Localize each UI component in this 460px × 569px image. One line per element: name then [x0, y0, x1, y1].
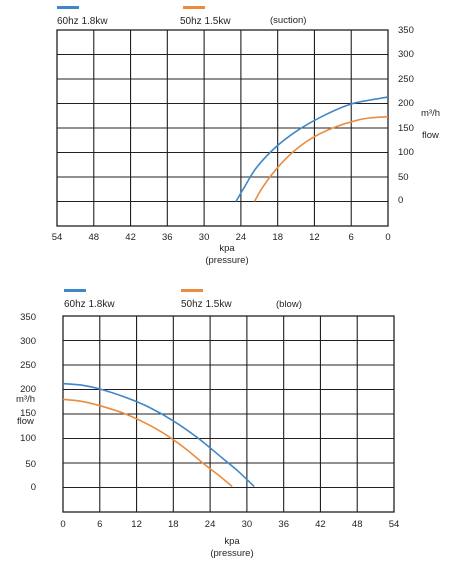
x-tick-label: 12: [309, 232, 320, 243]
x-tick-label: 42: [125, 232, 136, 243]
x-tick-label: 54: [389, 519, 400, 530]
x-tick-label: 24: [205, 519, 216, 530]
x-axis-label: kpa: [219, 243, 235, 254]
x-tick-labels: 0 6 12 18 24 30 36 42 48 54: [60, 519, 399, 530]
y-tick-label: 100: [20, 433, 36, 444]
y-tick-label: 250: [20, 360, 36, 371]
x-tick-label: 0: [60, 519, 65, 530]
x-tick-label: 48: [352, 519, 363, 530]
x-tick-label: 48: [89, 232, 100, 243]
x-tick-label: 24: [236, 232, 247, 243]
x-axis-sublabel: (pressure): [210, 548, 253, 559]
y-tick-label: 50: [25, 459, 36, 470]
x-axis-label: kpa: [224, 536, 240, 547]
x-tick-labels: 54 48 42 36 30 24 18 12 6 0: [52, 232, 391, 243]
x-tick-label: 36: [162, 232, 173, 243]
x-tick-label: 30: [199, 232, 210, 243]
y-tick-label: 0: [31, 482, 36, 493]
x-axis-sublabel: (pressure): [205, 255, 248, 266]
series-line-50hz: [62, 398, 233, 488]
y-tick-label: 250: [398, 74, 414, 85]
y-tick-label: 350: [20, 312, 36, 323]
blow-chart: 60hz 1.8kw 50hz 1.5kw (blow) 0 6 12 18 24 30 3…: [16, 289, 399, 559]
x-tick-label: 30: [242, 519, 253, 530]
plot-frame: [62, 315, 395, 513]
y-tick-label: 150: [398, 123, 414, 134]
legend-label-60hz: 60hz 1.8kw: [57, 16, 108, 27]
curves: [62, 382, 255, 488]
legend-swatch-60hz: [57, 6, 79, 9]
x-tick-label: 0: [385, 232, 390, 243]
series-line-60hz: [235, 96, 389, 202]
y-tick-label: 150: [20, 408, 36, 419]
legend-swatch-60hz: [64, 289, 86, 292]
legend-label-50hz: 50hz 1.5kw: [181, 299, 232, 310]
x-tick-label: 42: [315, 519, 326, 530]
plot-frame: [56, 29, 389, 227]
suction-chart: 60hz 1.8kw 50hz 1.5kw (suction) 54 48 42 36…: [52, 6, 440, 266]
chart-note-suction: (suction): [270, 15, 306, 26]
y-tick-label: 100: [398, 147, 414, 158]
x-tick-label: 18: [272, 232, 283, 243]
grid: [57, 30, 388, 226]
curves: [235, 96, 389, 202]
y-axis-unit: m³/h: [16, 394, 35, 405]
x-tick-label: 12: [131, 519, 142, 530]
legend-swatch-50hz: [181, 289, 203, 292]
x-tick-label: 18: [168, 519, 179, 530]
legend-label-60hz: 60hz 1.8kw: [64, 299, 115, 310]
y-tick-label: 350: [398, 25, 414, 36]
y-axis-label: flow: [422, 130, 439, 141]
x-tick-label: 54: [52, 232, 63, 243]
y-tick-label: 50: [398, 172, 409, 183]
y-tick-label: 200: [398, 98, 414, 109]
y-tick-labels: 350 300 250 200 150 100 50 0: [398, 25, 414, 206]
chart-note-blow: (blow): [276, 299, 302, 310]
x-tick-label: 6: [349, 232, 354, 243]
y-tick-labels: 350 300 250 200 150 100 50 0: [20, 312, 36, 493]
legend-swatch-50hz: [183, 6, 205, 9]
y-tick-label: 300: [398, 49, 414, 60]
x-tick-label: 36: [278, 519, 289, 530]
grid: [63, 316, 394, 512]
y-tick-label: 300: [20, 336, 36, 347]
legend-label-50hz: 50hz 1.5kw: [180, 16, 231, 27]
y-tick-label: 0: [398, 195, 403, 206]
series-line-60hz: [62, 382, 255, 488]
y-tick-label: 200: [20, 384, 36, 395]
y-axis-label: flow: [17, 416, 34, 427]
y-axis-unit: m³/h: [421, 108, 440, 119]
x-tick-label: 6: [97, 519, 102, 530]
series-line-50hz: [253, 115, 389, 202]
